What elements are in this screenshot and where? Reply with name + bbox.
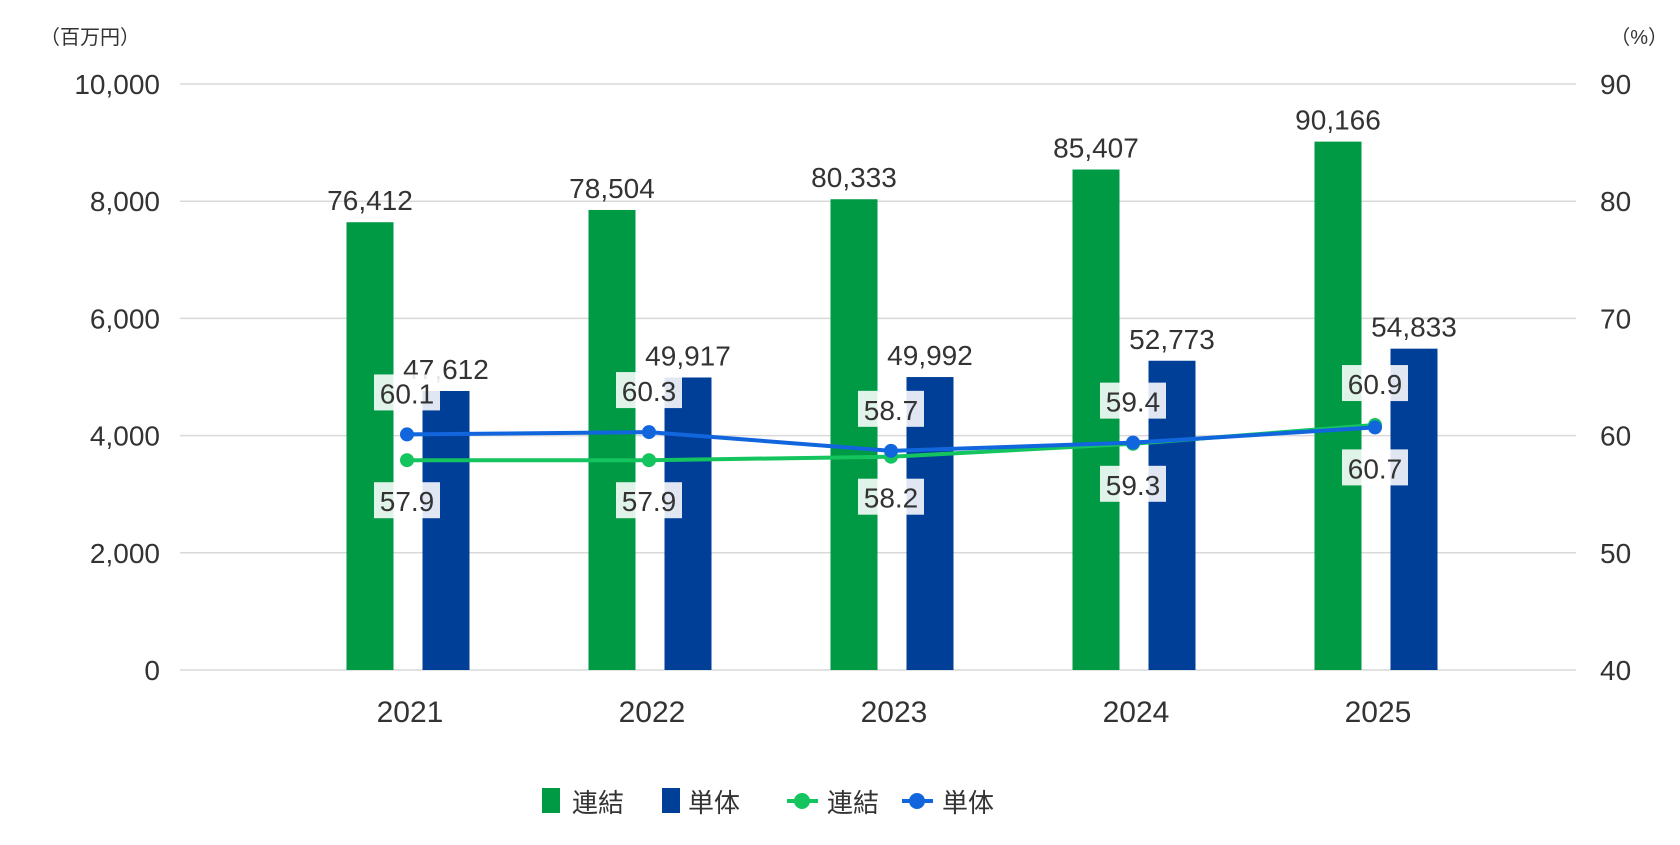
- line-value-label: 58.2: [864, 483, 919, 514]
- right-tick-label: 70: [1600, 303, 1631, 334]
- left-axis-unit: （百万円）: [40, 26, 140, 49]
- bar-value-label: 49,917: [645, 340, 731, 371]
- x-tick-label: 2022: [619, 696, 686, 729]
- bar-value-label: 54,833: [1371, 312, 1457, 343]
- legend-label: 単体: [942, 788, 994, 818]
- bar-standalone: [664, 377, 712, 670]
- line-label-box: [858, 478, 924, 515]
- left-tick-label: 6,000: [90, 303, 160, 334]
- line-value-label: 59.4: [1106, 387, 1161, 418]
- line-label-box: [374, 482, 440, 519]
- line-point: [400, 453, 414, 468]
- legend-line-marker: [794, 793, 810, 809]
- line-value-label: 58.7: [864, 395, 919, 426]
- bar-value-label: 78,504: [569, 173, 655, 204]
- line-label-box: [1342, 365, 1408, 402]
- line-label-box: [374, 374, 440, 411]
- x-tick-label: 2023: [861, 696, 928, 729]
- legend-swatch-consolidated-bar: [542, 788, 560, 813]
- right-axis-unit: （%）: [1610, 26, 1668, 49]
- line-value-label: 60.9: [1348, 369, 1403, 400]
- bar-value-label: 80,333: [811, 162, 897, 193]
- bar-consolidated: [588, 209, 636, 670]
- right-tick-label: 80: [1600, 186, 1631, 217]
- right-tick-label: 50: [1600, 538, 1631, 569]
- bar-consolidated: [830, 199, 878, 670]
- bar-value-label: 85,407: [1053, 133, 1139, 164]
- line-point: [642, 425, 656, 440]
- line-value-label: 57.9: [622, 486, 677, 517]
- bar-consolidated: [1314, 141, 1362, 670]
- legend-label: 単体: [688, 788, 740, 818]
- line-label-box: [1100, 465, 1166, 502]
- line-value-label: 60.7: [1348, 453, 1403, 484]
- x-tick-label: 2021: [377, 696, 444, 729]
- left-tick-label: 4,000: [90, 421, 160, 452]
- bar-standalone: [422, 390, 470, 670]
- x-tick-label: 2025: [1345, 696, 1412, 729]
- line-label-box: [1342, 449, 1408, 486]
- x-tick-label: 2024: [1103, 696, 1170, 729]
- lines: [400, 418, 1382, 468]
- bar-value-label: 49,992: [887, 340, 973, 371]
- line-label-box: [616, 482, 682, 519]
- bar-value-label: 90,166: [1295, 105, 1381, 136]
- line-value-label: 57.9: [380, 486, 435, 517]
- legend: 連結 単体 連結 単体: [542, 788, 994, 818]
- legend-line-marker: [909, 793, 925, 809]
- right-tick-label: 90: [1600, 69, 1631, 100]
- legend-swatch-standalone-bar: [662, 788, 680, 813]
- left-tick-label: 10,000: [74, 69, 160, 100]
- line-value-label: 60.3: [622, 376, 677, 407]
- legend-label: 連結: [827, 788, 879, 818]
- left-tick-label: 8,000: [90, 186, 160, 217]
- line-point: [642, 453, 656, 468]
- line-label-box: [858, 390, 924, 427]
- line-point: [1368, 420, 1382, 435]
- line-value-label: 60.1: [380, 378, 435, 409]
- line-value-label: 59.3: [1106, 470, 1161, 501]
- left-tick-label: 0: [144, 655, 160, 686]
- right-tick-label: 40: [1600, 655, 1631, 686]
- line-point: [1126, 435, 1140, 450]
- line-point: [400, 427, 414, 442]
- right-tick-label: 60: [1600, 421, 1631, 452]
- legend-label: 連結: [572, 788, 624, 818]
- bar-value-label: 52,773: [1129, 324, 1215, 355]
- left-tick-label: 2,000: [90, 538, 160, 569]
- bar-value-label: 76,412: [327, 185, 413, 216]
- line-point: [884, 443, 898, 458]
- bar-standalone: [1390, 348, 1438, 670]
- line-label-box: [1100, 382, 1166, 419]
- bar-consolidated: [1072, 169, 1120, 670]
- line-label-box: [616, 372, 682, 409]
- bar-consolidated: [346, 222, 394, 670]
